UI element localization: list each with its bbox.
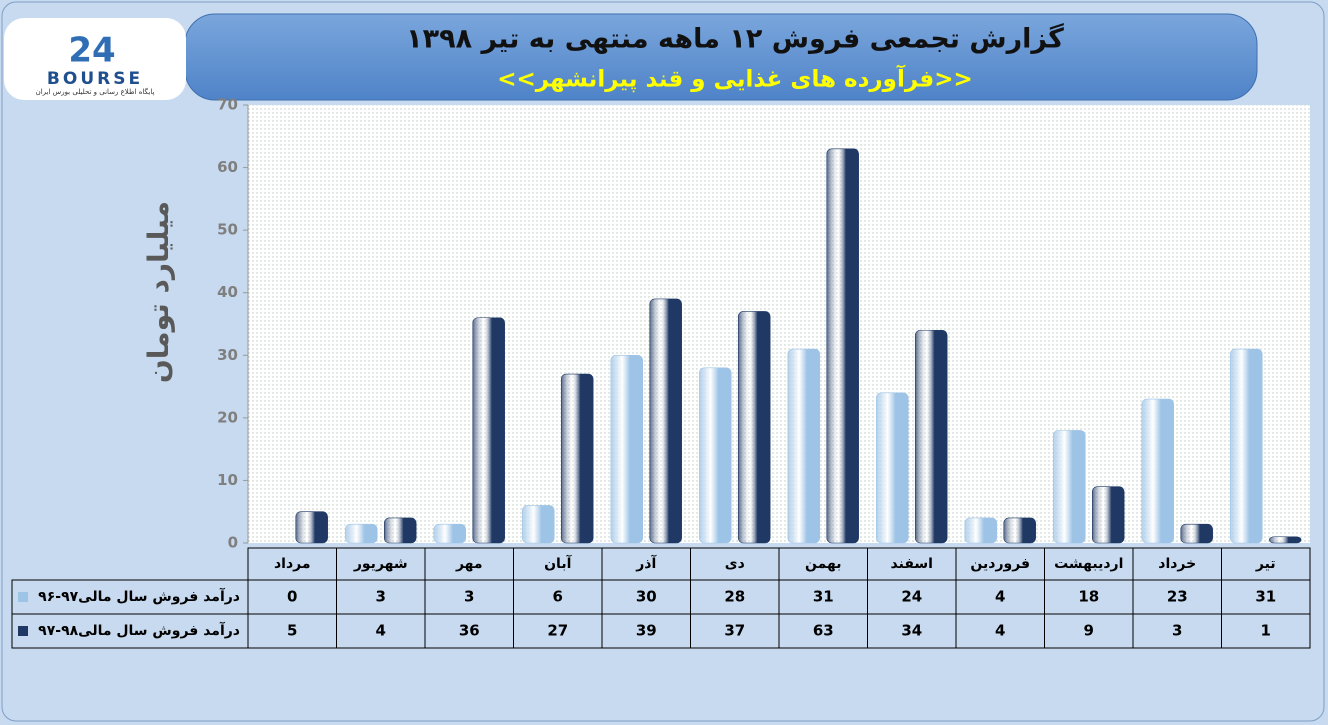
table-value: 0 [287,588,297,606]
bar [1141,398,1175,544]
x-tick-label: بهمن [805,556,841,572]
table-value: 31 [1255,588,1276,606]
logo-name: BOURSE [47,69,143,89]
x-tick-label: اسفند [891,556,933,572]
table-value: 27 [547,622,568,640]
logo-number: 24 [68,31,115,71]
y-tick-label: 30 [217,346,238,364]
table-value: 18 [1078,588,1099,606]
table-value: 6 [553,588,563,606]
table-value: 9 [1084,622,1094,640]
bar [345,523,378,544]
table-value: 4 [995,622,1005,640]
y-tick-label: 20 [217,408,238,426]
x-tick-label: خرداد [1158,556,1196,572]
x-tick-label: آذر [635,554,657,572]
bar [1230,348,1263,544]
bar [522,505,555,544]
bar [560,373,594,544]
x-tick-label: اردیبهشت [1054,556,1123,572]
x-tick-label: مرداد [274,556,311,572]
table-value: 1 [1261,622,1271,640]
legend-swatch [18,592,28,602]
legend-label: درآمد فروش سال مالی۹۸-۹۷ [38,621,240,639]
table-value: 3 [1172,622,1182,640]
y-tick-label: 0 [228,534,238,552]
table-value: 34 [901,622,922,640]
bar [649,298,682,544]
logo-tagline: پایگاه اطلاع رسانی و تحلیلی بورس ایران [36,87,155,96]
table-value: 4 [376,622,386,640]
bar [737,311,771,544]
plot-area [248,105,1310,543]
table-value: 23 [1167,588,1188,606]
x-tick-label: دی [725,556,745,572]
bar [610,354,644,544]
legend-swatch [18,626,28,636]
x-tick-label: آبان [544,554,572,572]
bar [876,392,909,544]
table-value: 30 [636,588,657,606]
bar [1180,523,1213,544]
y-tick-label: 70 [217,96,238,114]
bar [433,523,467,544]
bar [1091,486,1125,544]
table-value: 5 [287,622,297,640]
bar [964,517,998,544]
table-value: 24 [901,588,922,606]
y-tick-label: 50 [217,221,238,239]
legend-label: درآمد فروش سال مالی۹۷-۹۶ [38,587,240,605]
bar [699,367,732,544]
table-value: 3 [376,588,386,606]
x-tick-label: شهریور [353,556,408,572]
bar [295,511,328,544]
bar [787,348,821,544]
y-tick-label: 60 [217,158,238,176]
bar [383,517,417,544]
chart-subtitle: <<فرآورده های غذایی و قند پیرانشهر>> [497,64,973,93]
table-value: 3 [464,588,474,606]
table-value: 63 [813,622,834,640]
logo-box [4,18,186,100]
table-value: 36 [459,622,480,640]
bar [472,317,505,544]
table-value: 31 [813,588,834,606]
bar [1268,536,1302,544]
chart-title: گزارش تجمعی فروش ۱۲ ماهه منتهی به تیر ۱۳… [406,23,1064,55]
table-value: 4 [995,588,1005,606]
y-tick-label: 10 [217,471,238,489]
bar [1053,430,1086,544]
x-tick-label: تیر [1255,556,1276,572]
table-value: 39 [636,622,657,640]
x-tick-label: فروردین [970,556,1030,572]
y-tick-label: 40 [217,283,238,301]
bar [1003,517,1036,544]
table-value: 28 [724,588,745,606]
table-value: 37 [724,622,745,640]
bar [826,148,859,544]
y-axis-label: میلیارد تومان [142,201,175,383]
x-tick-label: مهر [455,556,483,572]
bar [914,329,948,544]
